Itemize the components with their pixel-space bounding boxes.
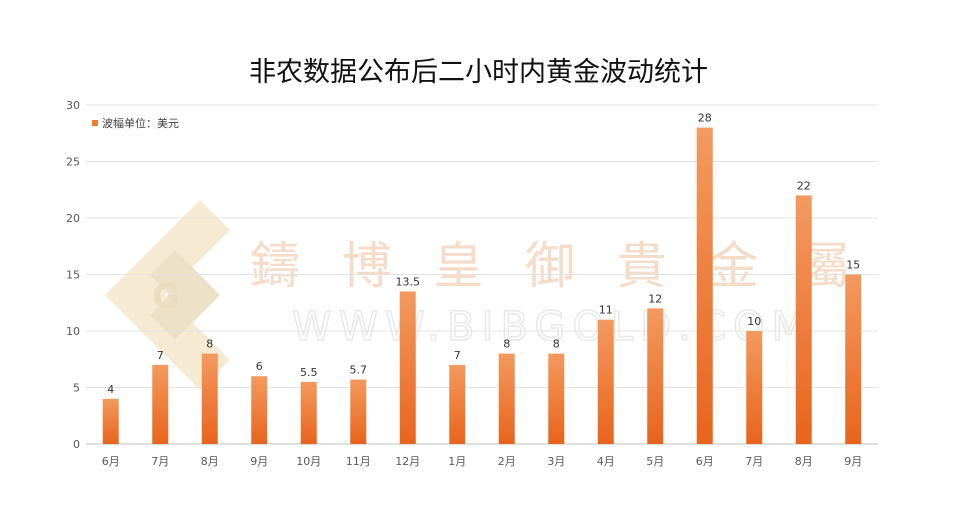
data-label: 6 [256, 360, 263, 373]
bar [647, 308, 664, 444]
watermark-logo-letter: G [152, 277, 180, 317]
y-tick-label: 30 [66, 99, 80, 112]
data-label: 11 [599, 304, 613, 317]
watermark-logo: G [105, 200, 230, 390]
x-tick-label: 12月 [395, 455, 420, 468]
legend-swatch [92, 120, 98, 126]
x-tick-label: 9月 [844, 455, 862, 468]
bar [498, 353, 515, 444]
bar [548, 353, 565, 444]
bar [399, 291, 416, 444]
bar [449, 364, 466, 444]
y-tick-label: 10 [66, 325, 80, 338]
data-label: 10 [747, 315, 761, 328]
x-tick-label: 1月 [448, 455, 466, 468]
watermark-url: WWW.BIBGOLD.COM [292, 304, 812, 350]
bar [845, 274, 862, 444]
data-label: 15 [846, 259, 860, 272]
y-tick-label: 5 [73, 382, 80, 395]
x-tick-label: 7月 [745, 455, 763, 468]
x-tick-label: 2月 [498, 455, 516, 468]
watermark-chinese: 鑄博皇御貴金屬 [250, 237, 850, 295]
x-tick-label: 4月 [597, 455, 615, 468]
data-label: 8 [553, 338, 560, 351]
y-tick-label: 25 [66, 156, 80, 169]
bar [152, 364, 169, 444]
bar [597, 319, 614, 444]
data-label: 5.7 [350, 364, 368, 377]
bar [300, 381, 317, 444]
bar [251, 376, 268, 444]
data-label: 12 [648, 292, 662, 305]
bar [102, 398, 119, 444]
data-label: 4 [107, 383, 114, 396]
x-tick-label: 5月 [646, 455, 664, 468]
legend-label: 波幅单位：美元 [102, 116, 179, 130]
bar [201, 353, 218, 444]
bar [350, 379, 367, 444]
data-label: 7 [157, 349, 164, 362]
watermark: G 鑄博皇御貴金屬 WWW.BIBGOLD.COM [105, 200, 850, 390]
bar [696, 127, 713, 444]
x-tick-label: 11月 [346, 455, 371, 468]
x-tick-label: 6月 [696, 455, 714, 468]
data-labels: 4 7 8 6 5.5 5.7 13.5 7 8 8 11 12 28 10 22 15 [107, 112, 860, 396]
data-label: 22 [797, 179, 811, 192]
x-tick-label: 3月 [547, 455, 565, 468]
data-label: 5.5 [300, 366, 318, 379]
gridlines [86, 104, 878, 445]
x-tick-label: 7月 [151, 455, 169, 468]
bar [795, 195, 812, 444]
data-label: 7 [454, 349, 461, 362]
y-tick-label: 15 [66, 269, 80, 282]
data-label: 28 [698, 112, 712, 125]
axes: 0 5 10 15 20 25 30 6月 7月 8月 9月 10月 11月 12月 1月 2月 3月 4月 5月 6… [66, 99, 862, 468]
y-tick-label: 0 [73, 438, 80, 451]
x-tick-label: 10月 [296, 455, 321, 468]
y-tick-label: 20 [66, 212, 80, 225]
x-tick-label: 8月 [201, 455, 219, 468]
bar [746, 331, 763, 444]
x-tick-label: 6月 [102, 455, 120, 468]
data-label: 8 [206, 338, 213, 351]
x-tick-label: 9月 [250, 455, 268, 468]
x-tick-label: 8月 [795, 455, 813, 468]
data-label: 13.5 [396, 275, 421, 288]
bars [102, 127, 862, 444]
legend: 波幅单位：美元 [92, 116, 179, 130]
chart-title: 非农数据公布后二小时内黄金波动统计 [249, 57, 708, 88]
data-label: 8 [503, 338, 510, 351]
